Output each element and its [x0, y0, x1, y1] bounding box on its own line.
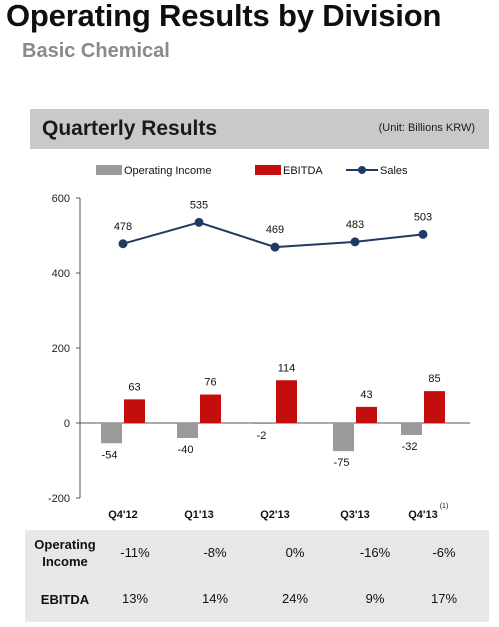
bar-label-operating-income: -40 — [178, 444, 194, 456]
point-label-sales: 535 — [190, 199, 208, 211]
bar-label-ebitda: 63 — [128, 381, 140, 393]
bar-operating-income — [101, 423, 122, 444]
bar-label-ebitda: 43 — [360, 389, 372, 401]
legend-label-operating-income: Operating Income — [124, 165, 211, 177]
point-sales — [118, 239, 128, 249]
point-label-sales: 478 — [114, 221, 132, 233]
bar-operating-income — [177, 423, 198, 438]
y-tick-label: 0 — [64, 418, 70, 430]
quarterly-results-chart: -200 0 200 400 600 Operating Income EBITDA Sale… — [48, 165, 470, 521]
margin-cell: 24% — [281, 591, 309, 606]
margin-cell: 13% — [121, 591, 149, 606]
y-tick-label: 200 — [52, 343, 70, 355]
margin-cell: -6% — [432, 545, 456, 560]
x-tick-label: Q2'13 — [260, 509, 290, 521]
x-tick-label: Q3'13 — [340, 509, 370, 521]
margin-cell: -11% — [120, 545, 150, 560]
panel-header: Quarterly Results (Unit: Billions KRW) — [30, 109, 489, 149]
margin-cell: -16% — [359, 545, 391, 560]
bar-label-operating-income: -54 — [102, 449, 118, 461]
margin-cell: 9% — [365, 591, 385, 606]
bar-label-ebitda: 85 — [428, 373, 440, 385]
bar-operating-income — [253, 423, 274, 424]
point-sales — [418, 229, 428, 239]
x-tick-label: Q1'13 — [184, 509, 214, 521]
legend-label-ebitda: EBITDA — [283, 165, 323, 177]
bar-ebitda — [276, 380, 297, 423]
page-title: Operating Results by Division — [6, 0, 442, 33]
y-tick-label: -200 — [48, 493, 70, 505]
margin-row-label: Operating Income — [34, 537, 96, 569]
point-label-sales: 503 — [414, 211, 432, 223]
legend-swatch-ebitda — [255, 165, 281, 175]
margin-cell: 14% — [201, 591, 229, 606]
bar-label-operating-income: -75 — [334, 457, 350, 469]
bar-ebitda — [200, 394, 221, 423]
point-label-sales: 483 — [346, 219, 364, 231]
point-sales — [350, 237, 360, 247]
page-subtitle: Basic Chemical — [22, 40, 170, 62]
bar-ebitda — [424, 391, 445, 423]
x-tick-label: Q4'13 — [408, 509, 438, 521]
footnote-marker: (1) — [440, 503, 449, 510]
y-tick-label: 600 — [52, 193, 70, 205]
x-tick-label: Q4'12 — [108, 509, 138, 521]
y-tick-label: 400 — [52, 268, 70, 280]
bar-label-ebitda: 114 — [278, 362, 296, 374]
bar-ebitda — [356, 406, 377, 423]
point-label-sales: 469 — [266, 224, 284, 236]
bar-operating-income — [333, 423, 354, 452]
panel-title: Quarterly Results — [42, 117, 218, 140]
margin-cell: 17% — [430, 591, 458, 606]
legend-label-sales: Sales — [380, 165, 408, 177]
bar-label-ebitda: 76 — [204, 377, 216, 389]
margin-row-operating-income: Operating Income -11% -8% 0% -16% -6% — [25, 530, 489, 576]
margin-row-ebitda: EBITDA 13% 14% 24% 9% 17% — [25, 576, 489, 622]
margin-row-label: EBITDA — [40, 592, 90, 607]
bar-label-operating-income: -32 — [402, 441, 418, 453]
bar-operating-income — [401, 423, 422, 435]
point-sales — [194, 217, 204, 227]
bar-ebitda — [124, 399, 145, 423]
margin-cell: -8% — [203, 545, 227, 560]
panel-unit: (Unit: Billions KRW) — [378, 122, 475, 134]
margin-table: Operating Income -11% -8% 0% -16% -6% EB… — [25, 530, 489, 622]
legend-swatch-operating-income — [96, 165, 122, 175]
point-sales — [270, 242, 280, 252]
legend-marker-sales — [358, 166, 366, 174]
bar-label-operating-income: -2 — [257, 430, 267, 442]
margin-cell: 0% — [285, 545, 305, 560]
